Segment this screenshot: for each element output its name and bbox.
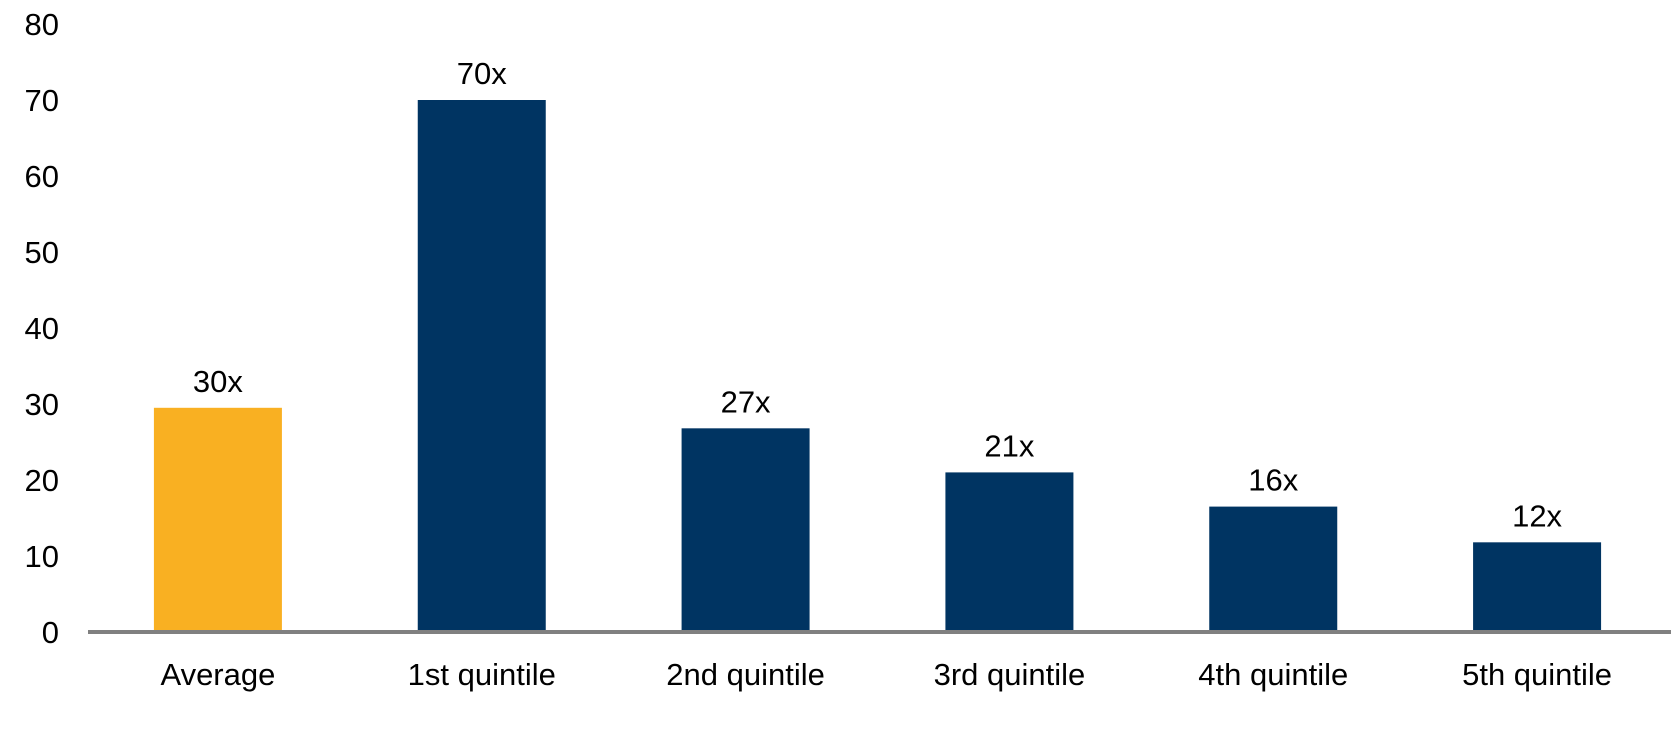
data-label: 27x bbox=[721, 384, 771, 419]
x-tick-label: 1st quintile bbox=[408, 657, 556, 692]
data-label: 12x bbox=[1512, 498, 1562, 533]
y-axis-ticks: 0 10 20 30 40 50 60 70 80 bbox=[25, 7, 59, 650]
x-axis-labels: Average 1st quintile 2nd quintile 3rd quint… bbox=[160, 657, 1612, 692]
data-label: 70x bbox=[457, 56, 507, 91]
x-tick-label: 4th quintile bbox=[1198, 657, 1348, 692]
bar-3rd-quintile bbox=[945, 472, 1074, 632]
bar-4th-quintile bbox=[1209, 506, 1338, 632]
data-label: 30x bbox=[193, 364, 243, 399]
y-tick-label: 10 bbox=[25, 539, 59, 574]
bar-average bbox=[153, 407, 282, 632]
x-tick-label: 5th quintile bbox=[1462, 657, 1612, 692]
x-tick-label: 3rd quintile bbox=[934, 657, 1086, 692]
y-tick-label: 40 bbox=[25, 311, 59, 346]
bar-2nd-quintile bbox=[681, 428, 810, 632]
y-tick-label: 80 bbox=[25, 7, 59, 42]
data-label: 21x bbox=[984, 428, 1034, 463]
y-tick-label: 30 bbox=[25, 387, 59, 422]
y-tick-label: 0 bbox=[42, 615, 59, 650]
bar-1st-quintile bbox=[417, 100, 546, 632]
data-labels-group: 30x 70x 27x 21x 16x 12x bbox=[193, 56, 1563, 533]
bars-group bbox=[153, 100, 1602, 632]
y-tick-label: 50 bbox=[25, 235, 59, 270]
x-tick-label: 2nd quintile bbox=[666, 657, 825, 692]
y-tick-label: 60 bbox=[25, 159, 59, 194]
bar-5th-quintile bbox=[1473, 542, 1602, 632]
data-label: 16x bbox=[1248, 463, 1298, 498]
y-tick-label: 70 bbox=[25, 83, 59, 118]
y-tick-label: 20 bbox=[25, 463, 59, 498]
x-tick-label: Average bbox=[160, 657, 275, 692]
